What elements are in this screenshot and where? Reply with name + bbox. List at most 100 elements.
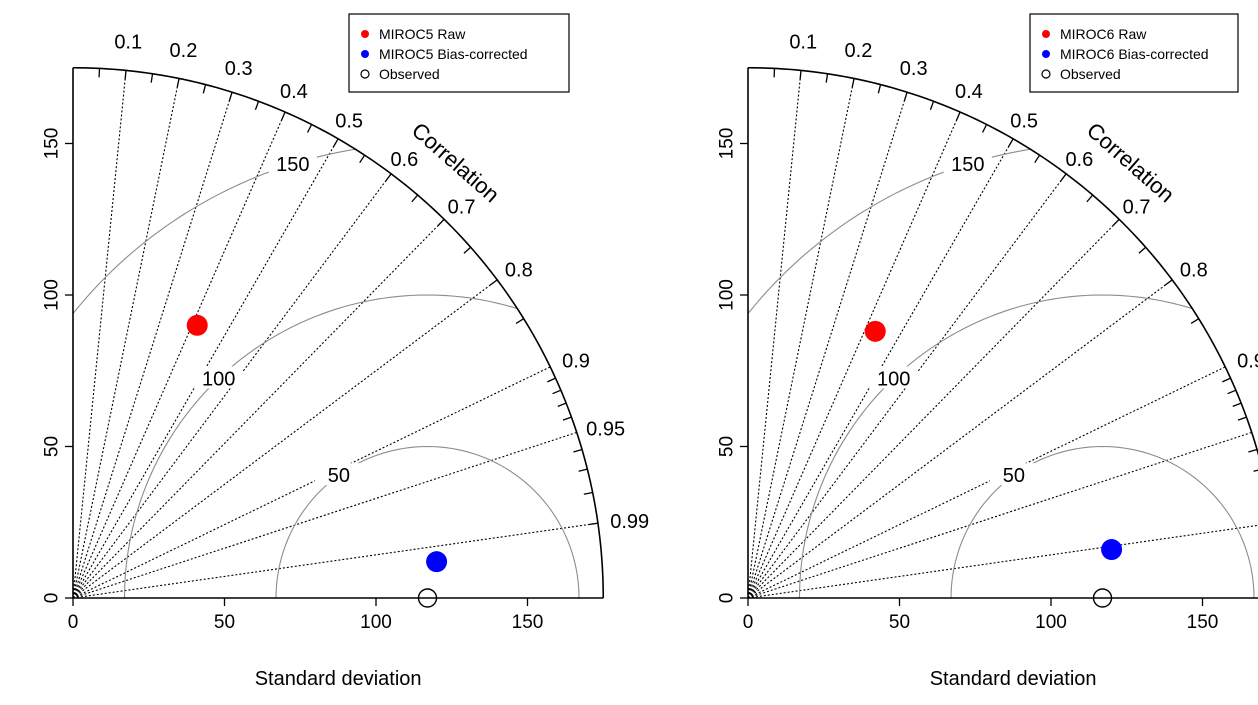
x-tick-label-50: 50 xyxy=(214,612,235,633)
correlation-label-0.9: 0.9 xyxy=(562,350,590,372)
correlation-minor-tick xyxy=(1237,416,1247,421)
legend-label-1: MIROC5 Bias-corrected xyxy=(379,46,528,62)
correlation-label-0.4: 0.4 xyxy=(955,81,983,103)
correlation-ray-0.3 xyxy=(747,92,908,599)
x-tick-label-150: 150 xyxy=(1187,612,1219,633)
correlation-minor-tick xyxy=(306,124,313,133)
correlation-ray-0.99 xyxy=(72,522,599,599)
rmsd-label-background-100 xyxy=(194,366,243,389)
x-tick-label-0: 0 xyxy=(68,612,79,633)
rmsd-contour-50 xyxy=(950,445,1255,599)
y-tick-label-150: 150 xyxy=(717,128,738,160)
legend-label-1: MIROC6 Bias-corrected xyxy=(1060,46,1209,62)
rmsd-label-150: 150 xyxy=(951,154,984,176)
correlation-label-0.8: 0.8 xyxy=(1180,260,1208,282)
correlation-label-0.4: 0.4 xyxy=(280,81,308,103)
correlation-minor-tick xyxy=(955,111,961,121)
correlation-minor-tick xyxy=(552,389,562,395)
correlation-label-0.5: 0.5 xyxy=(335,111,363,133)
correlation-minor-tick xyxy=(825,73,829,83)
rmsd-contour-100 xyxy=(798,294,1193,599)
correlation-minor-tick xyxy=(981,124,988,133)
correlation-minor-tick xyxy=(359,154,366,164)
correlation-label-0.6: 0.6 xyxy=(1065,149,1093,171)
x-tick-label-150: 150 xyxy=(512,612,544,633)
correlation-label-0.3: 0.3 xyxy=(225,58,253,80)
point-miroc6-bias-corrected xyxy=(1101,539,1123,561)
correlation-minor-tick xyxy=(150,73,154,83)
y-tick-label-0: 0 xyxy=(717,593,738,604)
y-tick-label-100: 100 xyxy=(717,279,738,311)
correlation-ray-0.1 xyxy=(747,70,802,599)
correlation-minor-tick xyxy=(903,91,908,101)
correlation-label-0.99: 0.99 xyxy=(610,511,649,533)
point-miroc5-raw xyxy=(186,314,208,336)
rmsd-label-background-150 xyxy=(268,151,317,174)
legend-marker-1 xyxy=(1042,50,1050,58)
correlation-minor-tick xyxy=(547,377,556,383)
x-tick-label-100: 100 xyxy=(360,612,392,633)
correlation-minor-tick xyxy=(411,194,419,203)
correlation-minor-tick xyxy=(489,279,498,286)
correlation-minor-tick xyxy=(280,111,286,121)
y-tick-label-50: 50 xyxy=(42,436,63,457)
correlation-minor-tick xyxy=(1232,402,1242,408)
correlation-minor-tick xyxy=(254,101,260,110)
legend-label-0: MIROC6 Raw xyxy=(1060,26,1147,42)
correlation-arc xyxy=(72,66,605,599)
correlation-label-0.9: 0.9 xyxy=(1237,350,1258,372)
legend-label-0: MIROC5 Raw xyxy=(379,26,466,42)
y-tick-label-150: 150 xyxy=(42,128,63,160)
correlation-minor-tick xyxy=(562,416,572,421)
rmsd-label-background-100 xyxy=(869,366,918,389)
correlation-minor-tick xyxy=(929,101,935,110)
correlation-ray-0.4 xyxy=(747,111,961,599)
correlation-minor-tick xyxy=(124,70,127,80)
correlation-ray-0.9 xyxy=(72,366,551,599)
correlation-minor-tick xyxy=(1138,246,1147,254)
correlation-minor-tick xyxy=(333,138,339,147)
rmsd-label-50: 50 xyxy=(328,465,350,487)
correlation-minor-tick xyxy=(437,218,445,227)
correlation-ray-0.95 xyxy=(72,431,577,599)
correlation-ray-0.7 xyxy=(72,218,445,599)
x-axis-title: Standard deviation xyxy=(255,668,422,690)
correlation-label-0.6: 0.6 xyxy=(390,149,418,171)
correlation-minor-tick xyxy=(463,246,472,254)
rmsd-label-background-50 xyxy=(989,463,1038,486)
correlation-minor-tick xyxy=(877,84,882,94)
y-tick-label-0: 0 xyxy=(42,593,63,604)
rmsd-contour-100 xyxy=(123,294,518,599)
correlation-ray-0.4 xyxy=(72,111,286,599)
correlation-minor-tick xyxy=(1190,318,1200,324)
taylor-diagram-right: 501001500.10.20.30.40.50.60.70.80.90.950… xyxy=(717,13,1258,690)
taylor-diagram-left: 50 100 150 0.1 0.2 0.3 0.4 0.5 0.6 0.7 0.8 0.9 0.95 0… xyxy=(42,13,649,690)
correlation-ray-0.99 xyxy=(747,524,1258,599)
point-observed xyxy=(417,588,438,608)
y-tick-label-100: 100 xyxy=(42,279,63,311)
correlation-minor-tick xyxy=(1008,138,1014,147)
correlation-minor-tick xyxy=(385,173,392,182)
legend-label-2: Observed xyxy=(1060,66,1121,82)
correlation-minor-tick xyxy=(515,318,525,324)
y-tick-label-50: 50 xyxy=(717,436,738,457)
legend-marker-observed xyxy=(360,69,370,79)
x-tick-label-0: 0 xyxy=(743,612,754,633)
rmsd-label-150: 150 xyxy=(276,154,309,176)
correlation-label-0.95: 0.95 xyxy=(586,419,625,441)
point-observed xyxy=(1092,588,1113,608)
legend-marker-observed xyxy=(1041,69,1051,79)
correlation-minor-tick xyxy=(1034,154,1041,164)
correlation-minor-tick xyxy=(578,468,588,472)
correlation-label-0.7: 0.7 xyxy=(1123,197,1151,219)
correlation-label-0.1: 0.1 xyxy=(789,32,817,54)
correlation-label-0.8: 0.8 xyxy=(505,260,533,282)
correlation-minor-tick xyxy=(176,78,180,88)
correlation-minor-tick xyxy=(1227,389,1237,395)
legend-box xyxy=(348,13,570,93)
correlation-minor-tick xyxy=(583,491,593,495)
legend-marker-0 xyxy=(361,30,369,38)
correlation-minor-tick xyxy=(1086,194,1094,203)
correlation-label-0.2: 0.2 xyxy=(845,40,873,62)
